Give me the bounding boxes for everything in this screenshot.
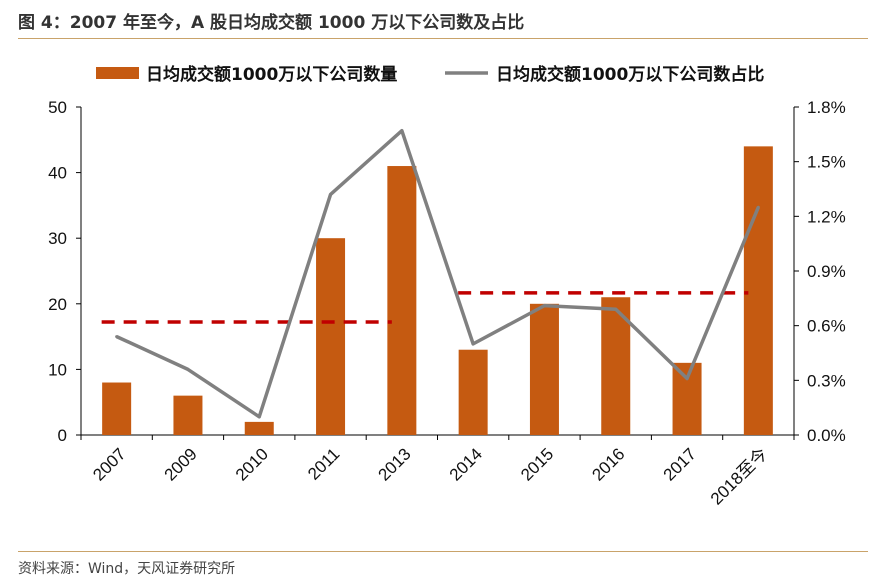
line-point [329, 192, 333, 196]
bar [743, 146, 773, 436]
bar [102, 382, 132, 435]
source-divider [18, 551, 868, 552]
x-tick-label: 2015 [517, 444, 557, 484]
y-right-tick-label: 0.3% [807, 371, 846, 390]
line-point [471, 342, 475, 346]
bar [529, 303, 559, 435]
x-tick-label: 2018至今 [707, 444, 771, 508]
tick-labels: 0 10 20 30 40 50 0.0% 0.3% 0.6% 0.9% 1.2% 1.5% 1.8% 2… [48, 98, 846, 509]
y-left-tick-label: 50 [48, 98, 67, 117]
y-left-tick-label: 30 [48, 229, 67, 248]
line-point [542, 304, 546, 308]
bar [387, 166, 417, 436]
bar-series [102, 146, 773, 436]
y-left-tick-label: 0 [58, 426, 67, 445]
y-left-tick-label: 20 [48, 295, 67, 314]
bar [672, 362, 702, 435]
y-left-tick-label: 40 [48, 164, 67, 183]
legend-bar-label: 日均成交额1000万以下公司数量 [146, 64, 397, 85]
title-divider [18, 38, 868, 39]
legend-bar-swatch [96, 67, 139, 79]
figure-title: 图 4：2007 年至今，A 股日均成交额 1000 万以下公司数及占比 [18, 13, 525, 33]
x-tick-label: 2009 [161, 444, 201, 484]
bar [316, 238, 346, 435]
x-tick-label: 2007 [89, 444, 129, 484]
line-series [115, 128, 760, 419]
line-point [685, 377, 689, 381]
x-tick-label: 2017 [660, 444, 700, 484]
y-right-tick-label: 1.5% [807, 153, 846, 172]
x-tick-label: 2011 [304, 444, 343, 483]
y-right-tick-label: 0.9% [807, 262, 846, 281]
reference-lines [101, 291, 749, 324]
legend-line-label: 日均成交额1000万以下公司数占比 [496, 64, 764, 85]
source-note: 资料来源：Wind，天风证券研究所 [18, 561, 236, 577]
line-point [400, 129, 404, 133]
x-tick-label: 2013 [374, 444, 414, 484]
y-right-tick-label: 1.8% [807, 98, 846, 117]
legend: 日均成交额1000万以下公司数量 日均成交额1000万以下公司数占比 [96, 64, 764, 85]
x-tick-label: 2010 [232, 444, 272, 484]
line-point [115, 335, 119, 339]
bar [173, 395, 203, 435]
y-right-tick-label: 0.0% [807, 426, 846, 445]
y-left-tick-label: 10 [48, 360, 67, 379]
line-point [257, 415, 261, 419]
line-point [756, 205, 760, 209]
y-right-tick-label: 1.2% [807, 207, 846, 226]
line-point [186, 367, 190, 371]
x-tick-label: 2016 [588, 444, 628, 484]
bar [244, 421, 274, 435]
y-right-tick-label: 0.6% [807, 317, 846, 336]
bar [458, 349, 488, 435]
line-point [614, 307, 618, 311]
ratio-line [115, 128, 760, 419]
x-tick-label: 2014 [446, 444, 486, 484]
